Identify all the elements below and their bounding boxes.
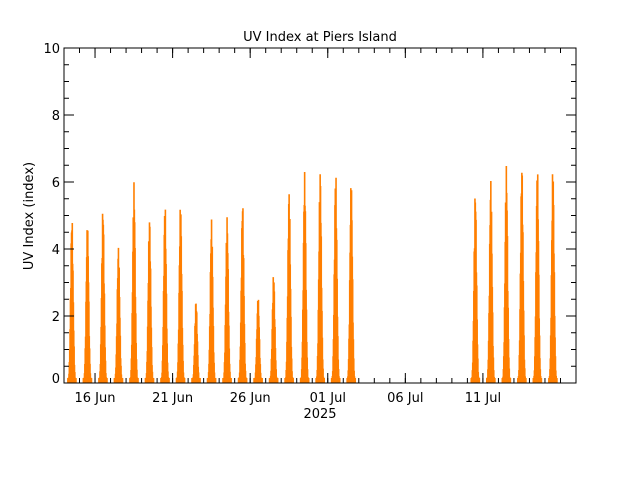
day-uv-bars bbox=[501, 166, 512, 383]
y-tick-label: 2 bbox=[52, 310, 60, 325]
day-uv-bars bbox=[113, 247, 124, 383]
uv-bars bbox=[67, 166, 558, 383]
y-tick-labels: 0 2 4 6 8 10 bbox=[43, 42, 60, 387]
day-uv-bars bbox=[284, 194, 294, 383]
y-tick-label: 10 bbox=[43, 42, 60, 57]
chart-title: UV Index at Piers Island bbox=[243, 30, 397, 45]
y-tick-label: 0 bbox=[52, 372, 60, 387]
day-uv-bars bbox=[315, 174, 326, 383]
x-tick-label: 21 Jun bbox=[152, 391, 193, 406]
x-tick-label: 01 Jul bbox=[310, 391, 346, 406]
y-axis-label: UV Index (index) bbox=[22, 162, 37, 270]
day-uv-bars bbox=[517, 172, 527, 383]
y-tick-label: 4 bbox=[52, 243, 60, 258]
day-uv-bars bbox=[82, 230, 93, 383]
day-uv-bars bbox=[330, 177, 341, 383]
x-axis-year-label: 2025 bbox=[303, 407, 336, 422]
day-uv-bars bbox=[268, 277, 279, 383]
x-tick-label: 06 Jul bbox=[387, 391, 423, 406]
x-tick-labels: 16 Jun 21 Jun 26 Jun 01 Jul 06 Jul 11 Jul bbox=[75, 391, 502, 406]
x-tick-label: 16 Jun bbox=[75, 391, 116, 406]
day-uv-bars bbox=[299, 171, 310, 383]
day-uv-bars bbox=[98, 213, 108, 383]
day-uv-bars bbox=[532, 174, 543, 383]
day-uv-bars bbox=[237, 208, 248, 383]
day-uv-bars bbox=[346, 188, 357, 383]
y-tick-label: 6 bbox=[52, 176, 60, 191]
day-uv-bars bbox=[144, 222, 155, 383]
x-tick-label: 11 Jul bbox=[465, 391, 501, 406]
day-uv-bars bbox=[160, 209, 170, 383]
day-uv-bars bbox=[175, 209, 186, 383]
day-uv-bars bbox=[548, 174, 558, 383]
day-uv-bars bbox=[206, 219, 217, 383]
y-tick-label: 8 bbox=[52, 109, 60, 124]
day-uv-bars bbox=[191, 303, 201, 383]
day-uv-bars bbox=[129, 182, 139, 383]
x-tick-label: 26 Jun bbox=[230, 391, 271, 406]
day-uv-bars bbox=[253, 299, 263, 383]
day-uv-bars bbox=[67, 223, 77, 383]
day-uv-bars bbox=[470, 198, 481, 383]
day-uv-bars bbox=[485, 181, 496, 383]
axes bbox=[63, 47, 577, 384]
day-uv-bars bbox=[222, 217, 232, 383]
